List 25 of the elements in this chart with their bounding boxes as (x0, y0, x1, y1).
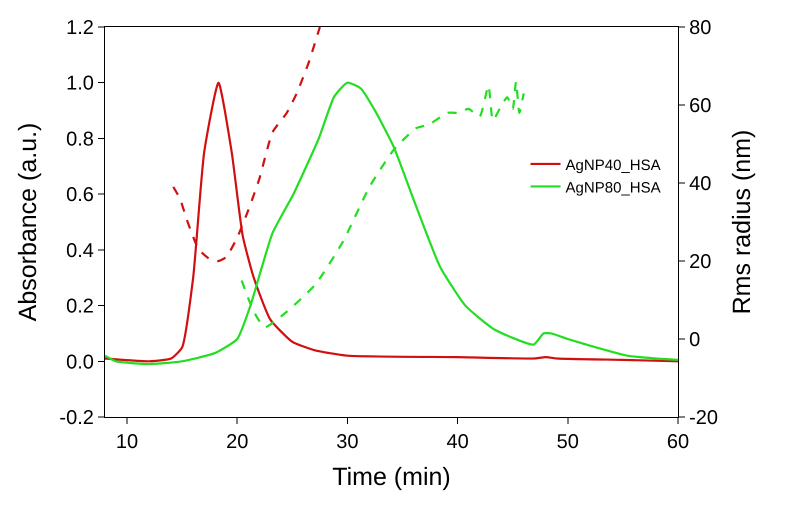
y-tick-label: 1.0 (66, 72, 94, 95)
legend-label: AgNP40_HSA (566, 156, 661, 174)
y2-tick-label: 20 (689, 251, 712, 273)
y-tick-label: 0.4 (66, 240, 94, 262)
y2-tick-label: 60 (689, 95, 712, 117)
y-tick-label: 0.0 (66, 351, 94, 374)
y-tick-label: 0.8 (66, 128, 94, 150)
y2-tick-label: 80 (689, 17, 712, 39)
y-tick-label: 0.2 (66, 296, 94, 318)
y-tick-label: 0.6 (66, 184, 94, 206)
x-tick-label: 10 (116, 431, 138, 454)
x-tick-label: 50 (556, 431, 579, 454)
x-tick-label: 30 (336, 431, 359, 454)
y2-tick-label: 40 (689, 173, 712, 195)
legend-label: AgNP80_HSA (566, 179, 661, 196)
y2-axis-title: Rms radius (nm) (728, 130, 756, 314)
x-tick-label: 20 (226, 431, 248, 454)
x-axis-title: Time (min) (332, 463, 451, 492)
y2-tick-label: -20 (689, 407, 718, 429)
y2-tick-label: 0 (689, 329, 700, 351)
x-tick-label: 60 (666, 431, 690, 454)
y-tick-label: -0.2 (59, 407, 94, 429)
x-tick-label: 40 (446, 431, 469, 454)
y-axis-title: Absorbance (a.u.) (14, 122, 42, 322)
y-tick-label: 1.2 (66, 17, 94, 39)
